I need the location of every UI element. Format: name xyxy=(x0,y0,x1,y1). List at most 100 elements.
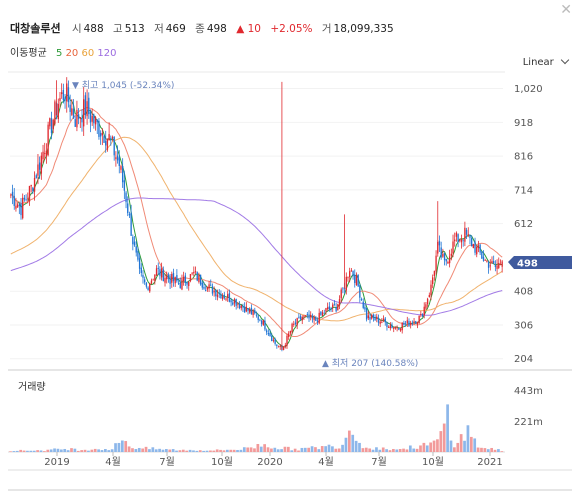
candle-body xyxy=(186,282,188,285)
candle-body xyxy=(250,307,253,315)
candle-body xyxy=(371,314,373,319)
candle-body xyxy=(296,318,298,326)
candle-body xyxy=(77,114,80,119)
y-tick-label: 816 xyxy=(514,152,533,163)
candle-body xyxy=(191,272,193,274)
candle-body xyxy=(452,241,454,254)
candle-body xyxy=(237,303,239,305)
volume-bar xyxy=(473,438,477,452)
candle-body xyxy=(425,304,427,309)
candle-body xyxy=(391,324,393,329)
candle-body xyxy=(111,136,114,139)
volume-bar xyxy=(53,448,56,452)
volume-bar xyxy=(334,448,338,452)
y-tick-label: 612 xyxy=(514,219,533,230)
volume-bar xyxy=(317,449,321,452)
volume-bar xyxy=(283,446,287,452)
volume-bar xyxy=(222,450,226,452)
volume-bar xyxy=(76,450,80,452)
candle-body xyxy=(123,180,126,191)
candle-body xyxy=(247,308,249,311)
open-label: 시 xyxy=(71,23,82,35)
candle-body xyxy=(477,245,480,248)
candle-body xyxy=(474,241,476,253)
candle-body xyxy=(416,321,419,325)
candle-body xyxy=(276,344,278,346)
candle-body xyxy=(271,335,273,342)
candle-body xyxy=(15,205,17,209)
volume-bar xyxy=(202,450,205,452)
candle-body xyxy=(118,157,120,166)
volume-bar xyxy=(419,445,422,452)
volume-bar xyxy=(381,447,385,452)
candle-body xyxy=(381,321,383,323)
volume-bar xyxy=(93,448,97,452)
candle-body xyxy=(347,277,349,279)
change-percent: +2.05% xyxy=(270,23,313,35)
close-label: 종 xyxy=(195,23,205,35)
candle-body xyxy=(115,157,117,160)
volume-bar xyxy=(181,449,185,452)
candle-body xyxy=(128,213,131,216)
open-value: 488 xyxy=(83,23,104,35)
candle-body xyxy=(52,119,54,129)
candle-body xyxy=(206,286,209,290)
candle-body xyxy=(337,304,339,311)
candle-body xyxy=(64,97,66,101)
scale-selector[interactable]: Linear xyxy=(522,55,570,68)
scale-label: Linear xyxy=(522,57,554,68)
candle-body xyxy=(372,314,375,318)
candle-body xyxy=(396,327,398,329)
candle-body xyxy=(257,316,259,320)
x-tick-label: 2021 xyxy=(477,457,502,468)
volume-bar xyxy=(43,451,46,452)
candle-body xyxy=(426,298,429,305)
close-icon[interactable]: ✕ xyxy=(560,2,572,18)
volume-bar xyxy=(398,449,402,452)
candle-body xyxy=(433,270,436,277)
candle-body xyxy=(418,315,420,324)
candle-body xyxy=(174,277,176,284)
candle-body xyxy=(113,137,115,156)
candle-body xyxy=(445,258,447,262)
volume-bar xyxy=(395,449,399,452)
candle-body xyxy=(60,92,63,95)
candle-body xyxy=(203,286,205,289)
candle-body xyxy=(406,320,408,323)
volume-bar xyxy=(178,450,182,452)
candle-body xyxy=(189,273,192,282)
volume-bar xyxy=(192,450,195,452)
candle-body xyxy=(457,234,459,243)
candle-body xyxy=(355,275,358,285)
candle-body xyxy=(342,288,344,290)
candle-body xyxy=(27,198,29,200)
volume-bar xyxy=(154,449,158,452)
candle-body xyxy=(321,312,324,317)
volume-bar xyxy=(439,431,443,452)
candle-body xyxy=(464,227,466,242)
candle-body xyxy=(93,114,95,124)
candle-body xyxy=(242,305,244,308)
candle-body xyxy=(460,239,463,243)
candle-body xyxy=(330,308,332,310)
candle-body xyxy=(66,83,68,102)
candle-body xyxy=(91,115,93,122)
volume-tick-label: 443m xyxy=(514,386,543,397)
candle-body xyxy=(365,308,368,320)
volume-axis: 443m 221m xyxy=(514,386,543,428)
candle-body xyxy=(362,301,364,308)
volume-bar xyxy=(107,450,111,452)
volume-bar xyxy=(388,450,392,452)
volume-bar xyxy=(469,436,473,452)
candle-body xyxy=(232,302,234,305)
candle-body xyxy=(359,285,361,298)
volume-bar xyxy=(114,443,117,452)
candle-body xyxy=(333,304,336,306)
volume-bar xyxy=(497,449,500,452)
candle-body xyxy=(450,253,453,256)
candle-body xyxy=(332,304,334,308)
candle-body xyxy=(16,204,19,208)
ma-line-20 xyxy=(10,106,503,337)
candle-body xyxy=(138,258,141,269)
